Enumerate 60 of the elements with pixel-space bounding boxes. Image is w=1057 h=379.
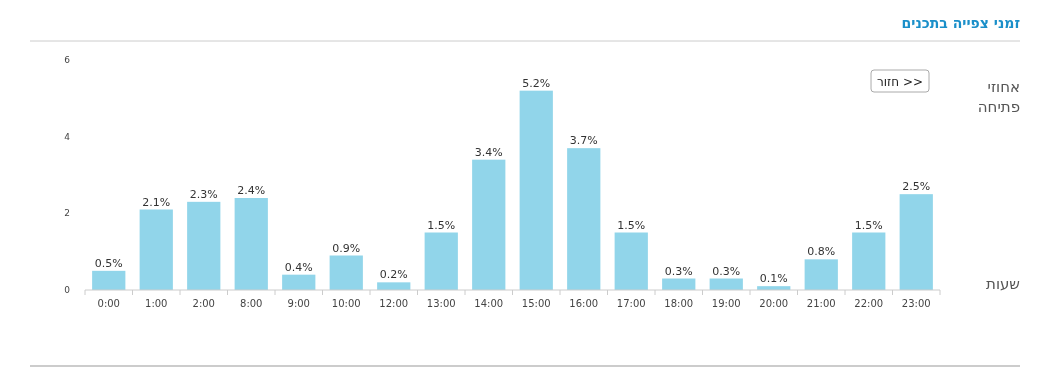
data-label: 2.3% — [189, 187, 218, 201]
x-tick-label: 22:00 — [854, 298, 884, 309]
data-label: 1.5% — [854, 218, 883, 232]
data-label: 0.3% — [664, 264, 693, 278]
y-tick-label: 6 — [64, 55, 71, 65]
bar — [472, 159, 506, 290]
x-tick-label: 12:00 — [379, 298, 409, 309]
bar — [852, 232, 886, 290]
x-tick-label: 20:00 — [759, 298, 789, 309]
y-tick-label: 2 — [64, 208, 70, 219]
bar — [899, 194, 933, 290]
data-label: 2.1% — [142, 195, 171, 209]
bar — [424, 232, 458, 290]
bar — [329, 255, 363, 290]
x-tick-label: 14:00 — [474, 298, 504, 309]
x-tick-label: 13:00 — [426, 298, 456, 309]
x-tick-label: 18:00 — [664, 298, 694, 309]
data-label: 0.8% — [807, 245, 836, 259]
x-tick-label: 19:00 — [711, 298, 741, 309]
x-tick-label: 17:00 — [616, 298, 646, 309]
data-label: 0.4% — [284, 260, 313, 274]
data-label: 0.2% — [379, 268, 408, 282]
data-label: 1.5% — [617, 218, 646, 232]
data-label: 0.3% — [712, 264, 741, 278]
bar — [614, 232, 648, 290]
x-tick-label: 1:00 — [145, 298, 168, 309]
x-tick-label: 15:00 — [521, 298, 551, 309]
bar — [187, 201, 221, 290]
x-tick-label: 16:00 — [569, 298, 599, 309]
button: חזור >> — [870, 69, 930, 93]
x-tick-label: 8:00 — [240, 298, 263, 309]
x-tick-label: 10:00 — [331, 298, 361, 309]
x-tick-label: 2:00 — [192, 298, 215, 309]
data-label: 0.5% — [94, 256, 123, 270]
y-tick-label: 0 — [64, 285, 71, 295]
x-tick-label: 0:00 — [97, 298, 120, 309]
x-tick-label: 21:00 — [806, 298, 836, 309]
data-label: 0.1% — [759, 272, 788, 286]
chart-title: זמני צפייה בתכנים — [901, 15, 1020, 31]
bar — [377, 282, 411, 290]
x-tick-label: 23:00 — [901, 298, 931, 309]
data-label: 2.5% — [902, 180, 931, 194]
data-label: 5.2% — [522, 76, 551, 90]
data-label: 0.9% — [332, 241, 361, 255]
data-label: 2.4% — [237, 184, 266, 197]
bar — [139, 209, 173, 290]
bar — [519, 90, 553, 290]
bar — [804, 259, 838, 290]
bar — [234, 198, 268, 290]
x-axis-title: שעות — [986, 275, 1020, 293]
y-axis-title: אחוזי פתיחה — [977, 78, 1020, 116]
bar — [567, 148, 601, 290]
annotation: חזור >> — [877, 75, 923, 89]
data-label: 1.5% — [427, 218, 456, 232]
x-tick-label: 9:00 — [287, 298, 310, 309]
data-label: 3.7% — [569, 134, 598, 148]
data-label: 3.4% — [474, 145, 503, 159]
bar — [282, 274, 316, 290]
bar — [92, 270, 126, 290]
y-tick-label: 4 — [64, 131, 71, 142]
